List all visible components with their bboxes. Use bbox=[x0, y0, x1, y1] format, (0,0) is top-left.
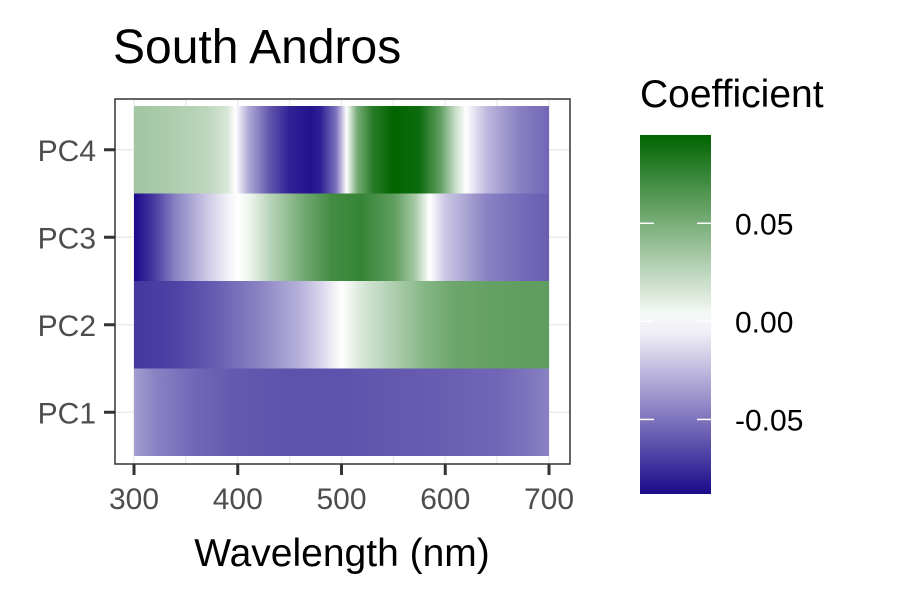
legend-ticks: 0.05 0.00 -0.05 bbox=[640, 208, 803, 437]
legend-tick-label: 0.00 bbox=[735, 306, 793, 339]
x-axis: 300 400 500 600 700 bbox=[109, 464, 574, 516]
x-tick-label: 700 bbox=[524, 483, 574, 516]
legend-tick-label: 0.05 bbox=[735, 208, 793, 241]
legend-colorbar bbox=[640, 135, 711, 494]
y-axis: PC1 PC2 PC3 PC4 bbox=[38, 135, 115, 430]
x-axis-label: Wavelength (nm) bbox=[194, 532, 490, 575]
legend-tick-label: -0.05 bbox=[735, 404, 803, 437]
color-legend: Coefficient 0.05 0.00 -0.05 bbox=[640, 73, 824, 494]
chart-title: South Andros bbox=[113, 21, 401, 74]
heatmap-row-pc2 bbox=[134, 281, 549, 369]
y-tick-label: PC2 bbox=[38, 310, 96, 343]
y-tick-label: PC1 bbox=[38, 397, 96, 430]
y-tick-label: PC3 bbox=[38, 222, 96, 255]
x-tick-label: 600 bbox=[420, 483, 470, 516]
heatmap-row-pc1 bbox=[134, 368, 549, 456]
x-tick-label: 300 bbox=[109, 483, 159, 516]
legend-title: Coefficient bbox=[640, 73, 824, 116]
heatmap-row-pc4 bbox=[134, 106, 549, 194]
y-tick-label: PC4 bbox=[38, 135, 96, 168]
x-tick-label: 500 bbox=[316, 483, 366, 516]
heatmap-row-pc3 bbox=[134, 193, 549, 281]
x-tick-label: 400 bbox=[213, 483, 263, 516]
heatmap-rows bbox=[134, 106, 549, 456]
